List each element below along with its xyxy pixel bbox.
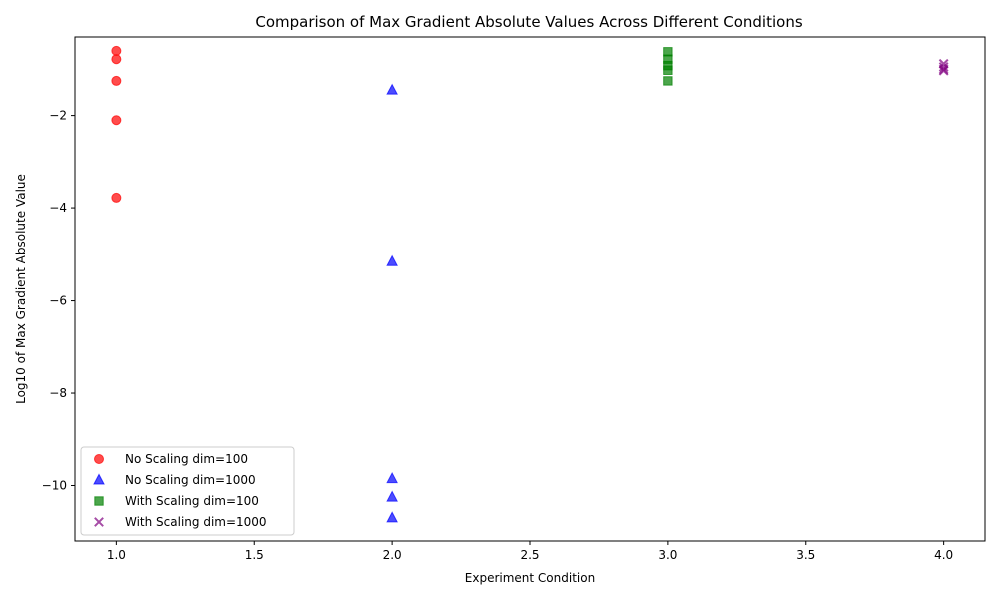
x-tick-label: 3.0 xyxy=(658,548,677,562)
data-points xyxy=(111,45,949,523)
data-point xyxy=(111,75,122,86)
data-point xyxy=(938,65,949,76)
data-point xyxy=(386,472,398,484)
x-tick-label: 4.0 xyxy=(934,548,953,562)
y-tick-label: −2 xyxy=(49,109,67,123)
data-point xyxy=(386,254,398,266)
y-tick-label: −6 xyxy=(49,294,67,308)
chart-legend: No Scaling dim=100 No Scaling dim=1000 Wit… xyxy=(80,446,295,536)
data-point xyxy=(938,62,949,72)
y-tick-label: −8 xyxy=(49,386,67,400)
legend-label: No Scaling dim=100 xyxy=(125,452,248,466)
data-point xyxy=(386,511,398,523)
data-point xyxy=(386,83,398,95)
x-tick-label: 3.5 xyxy=(796,548,815,562)
y-axis-label: Log10 of Max Gradient Absolute Value xyxy=(14,174,28,404)
x-tick-label: 2.0 xyxy=(383,548,402,562)
x-tick-label: 1.0 xyxy=(107,548,126,562)
legend-marker xyxy=(94,517,104,527)
data-point xyxy=(663,65,673,75)
legend-marker xyxy=(94,496,104,506)
data-point xyxy=(111,192,122,203)
data-point xyxy=(111,54,122,65)
data-point xyxy=(111,45,122,56)
legend-marker xyxy=(93,473,105,485)
x-axis-label: Experiment Condition xyxy=(465,571,595,585)
y-tick-label: −4 xyxy=(49,201,67,215)
legend-label: With Scaling dim=100 xyxy=(125,494,259,508)
data-point xyxy=(663,76,673,86)
legend-label: No Scaling dim=1000 xyxy=(125,473,256,487)
y-tick-label: −10 xyxy=(42,479,67,493)
x-tick-label: 2.5 xyxy=(520,548,539,562)
chart-title: Comparison of Max Gradient Absolute Valu… xyxy=(255,13,802,31)
legend-label: With Scaling dim=1000 xyxy=(125,515,267,529)
data-point xyxy=(386,490,398,502)
x-axis: 1.0 1.5 2.0 2.5 3.0 3.5 4.0 xyxy=(107,541,953,562)
y-axis: −10 −8 −6 −4 −2 xyxy=(42,109,75,493)
legend-box xyxy=(80,446,295,536)
legend-marker xyxy=(94,454,104,464)
x-tick-label: 1.5 xyxy=(245,548,264,562)
data-point xyxy=(111,115,122,126)
